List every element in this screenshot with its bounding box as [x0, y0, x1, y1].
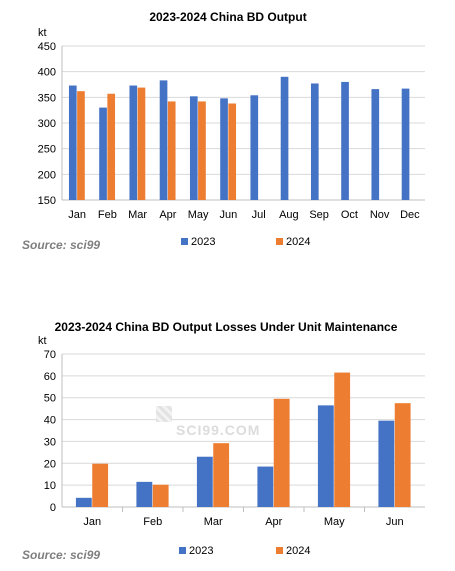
- output-chart-svg: 2023-2024 China BD Output kt 150 200 250 300 3…: [38, 10, 425, 248]
- chart1-x-tick-label: Mar: [128, 209, 147, 221]
- chart1-bar-2023-Jul: [250, 95, 259, 200]
- chart1-x-tick-label: Sep: [309, 209, 329, 221]
- chart1-x-tick-label: May: [188, 209, 209, 221]
- chart1-bar-2023-May: [189, 96, 198, 200]
- chart1-x-tick-label: Feb: [98, 209, 117, 221]
- chart1-legend-swatch-2024: [276, 238, 283, 245]
- chart2-bar-2024-May: [334, 372, 351, 507]
- chart1-bar-2024-Jun: [228, 103, 237, 200]
- chart2-y-tick-label: 40: [44, 415, 56, 427]
- chart1-legend-label-2024: 2024: [286, 236, 310, 248]
- chart1-x-tick-label: Jun: [220, 209, 238, 221]
- chart2-x-tick-label: Jun: [386, 516, 404, 528]
- chart1-x-tick-label: Aug: [279, 209, 299, 221]
- chart2-y-axis-label: kt: [38, 335, 47, 347]
- losses-chart-svg: 2023-2024 China BD Output Losses Under U…: [38, 320, 425, 557]
- chart1-bar-2024-Mar: [137, 87, 146, 200]
- chart2-y-tick-label: 70: [44, 349, 56, 361]
- chart2-y-tick-label: 50: [44, 393, 56, 405]
- chart1-title: 2023-2024 China BD Output: [149, 10, 306, 24]
- chart2-x-tick-label: Jan: [83, 516, 101, 528]
- chart2-title: 2023-2024 China BD Output Losses Under U…: [55, 320, 398, 334]
- chart1-bar-2024-Apr: [167, 101, 176, 200]
- chart1-y-tick-label: 300: [38, 118, 56, 130]
- chart1-y-tick-label: 200: [38, 169, 56, 181]
- chart2-bar-2024-Mar: [213, 443, 230, 507]
- chart2-y-tick-label: 30: [44, 436, 56, 448]
- chart1-bar-2023-Nov: [371, 89, 380, 200]
- chart2-x-tick-label: Apr: [265, 516, 282, 528]
- chart1-x-tick-label: Apr: [159, 209, 176, 221]
- chart1-y-tick-label: 250: [38, 144, 56, 156]
- chart2-bar-2024-Feb: [152, 484, 169, 507]
- chart1-x-tick-label: Oct: [341, 209, 358, 221]
- chart2-bar-2024-Apr: [273, 398, 290, 507]
- output-chart: 2023-2024 China BD Output kt 150 200 250 300 3…: [0, 0, 455, 260]
- chart2-y-tick-label: 10: [44, 480, 56, 492]
- source-label: Source: sci99: [22, 238, 101, 252]
- chart1-y-tick-label: 400: [38, 67, 56, 79]
- chart2-bar-2024-Jun: [394, 403, 411, 507]
- chart1-bar-2023-Feb: [99, 107, 107, 200]
- chart2-bar-2023-May: [317, 405, 334, 507]
- chart2-x-tick-label: Mar: [204, 516, 223, 528]
- chart1-legend-swatch-2023: [181, 238, 188, 245]
- chart2-legend-label-2024: 2024: [286, 545, 310, 557]
- chart1-legend-label-2023: 2023: [191, 236, 215, 248]
- chart1-bar-2023-Mar: [129, 85, 138, 200]
- watermark-logo-icon: [156, 406, 172, 422]
- chart1-x-tick-label: Nov: [370, 209, 390, 221]
- chart1-bar-2024-May: [198, 101, 206, 200]
- chart2-bar-2024-Jan: [92, 463, 109, 507]
- chart1-bar-2023-Jan: [68, 85, 77, 200]
- chart2-legend-swatch-2023: [179, 547, 186, 554]
- chart2-bar-2023-Jan: [75, 497, 92, 507]
- chart2-legend-label-2023: 2023: [189, 545, 213, 557]
- chart1-x-tick-label: Jul: [252, 209, 266, 221]
- chart1-bar-2023-Jun: [220, 98, 228, 200]
- chart2-bar-2023-Feb: [136, 481, 153, 507]
- chart1-bar-2023-Sep: [310, 83, 319, 200]
- chart2-bar-2023-Jun: [378, 420, 395, 507]
- chart1-bar-2023-Aug: [280, 76, 289, 200]
- chart1-bar-2024-Feb: [107, 93, 116, 200]
- chart2-y-tick-label: 0: [50, 502, 56, 514]
- chart1-y-axis-label: kt: [38, 27, 47, 39]
- chart2-bar-2023-Mar: [196, 456, 213, 507]
- chart2-legend-swatch-2024: [276, 547, 283, 554]
- chart1-y-tick-label: 350: [38, 92, 56, 104]
- chart1-x-tick-label: Dec: [400, 209, 420, 221]
- chart2-y-tick-label: 20: [44, 458, 56, 470]
- chart1-x-tick-label: Jan: [68, 209, 86, 221]
- chart2-x-tick-label: May: [324, 516, 345, 528]
- losses-chart: 2023-2024 China BD Output Losses Under U…: [0, 310, 455, 571]
- watermark-text: SCI99.COM: [176, 422, 261, 438]
- chart1-bar-2023-Oct: [341, 81, 349, 200]
- chart1-y-tick-label: 450: [38, 41, 56, 53]
- chart1-bar-2024-Jan: [77, 91, 85, 200]
- source-label-2: Source: sci99: [22, 548, 101, 562]
- chart2-x-tick-label: Feb: [143, 516, 162, 528]
- chart2-y-tick-label: 60: [44, 371, 56, 383]
- chart1-bar-2023-Apr: [159, 80, 168, 200]
- chart1-y-tick-label: 150: [38, 195, 56, 207]
- chart1-bar-2023-Dec: [401, 88, 410, 200]
- chart2-bar-2023-Apr: [257, 466, 274, 507]
